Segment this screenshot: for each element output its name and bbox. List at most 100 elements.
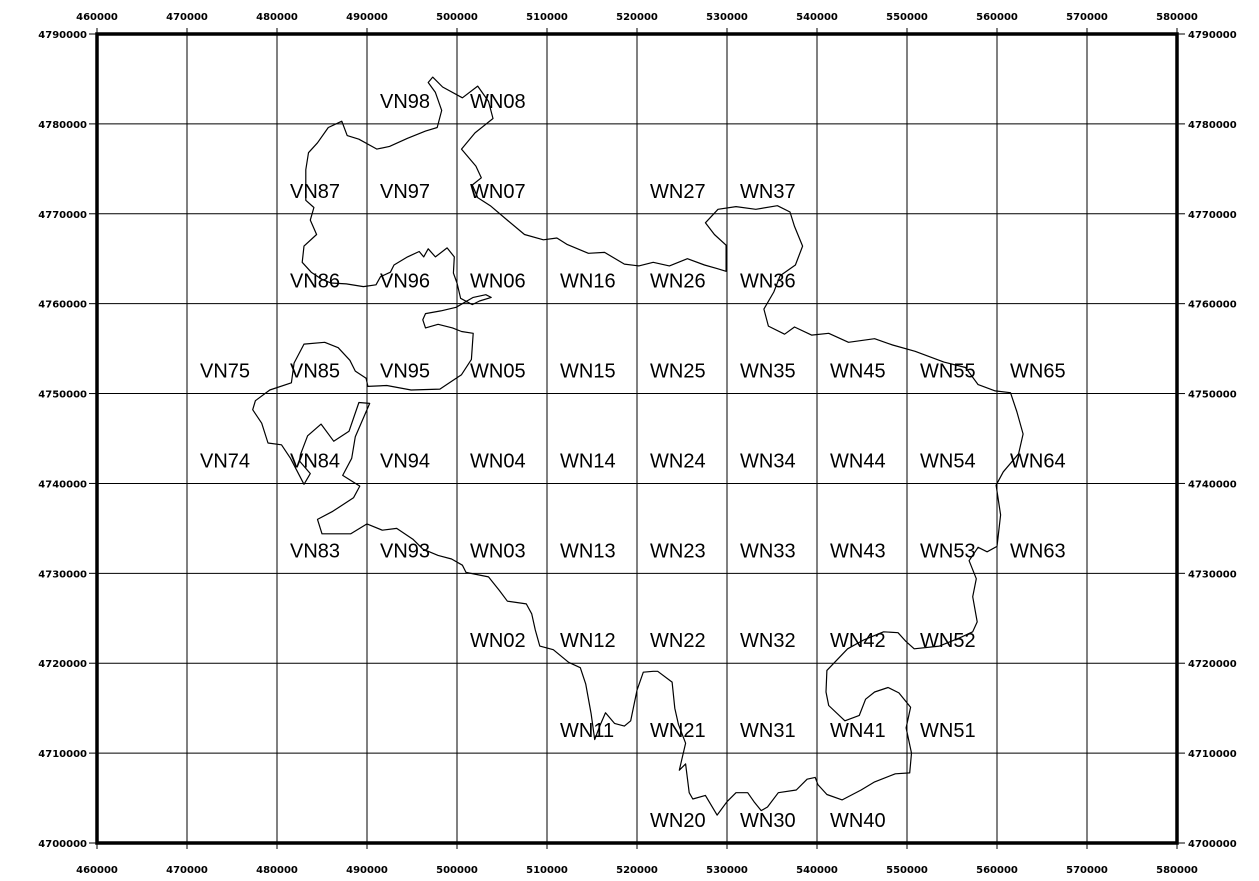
y-tick-label-right: 4740000 (1188, 479, 1237, 490)
grid-cell-label-wn52: WN52 (920, 630, 976, 652)
grid-cell-label-wn12: WN12 (560, 630, 616, 652)
x-tick-label-top: 500000 (436, 12, 478, 23)
y-tick-label-right: 4700000 (1188, 839, 1237, 850)
grid-cell-label-wn37: WN37 (740, 181, 796, 203)
grid-cell-label-vn94: VN94 (380, 450, 430, 472)
grid-cell-label-wn55: WN55 (920, 361, 976, 383)
grid-cell-label-wn05: WN05 (470, 361, 526, 383)
x-tick-label-top: 580000 (1156, 12, 1198, 23)
grid-cell-label-wn32: WN32 (740, 630, 796, 652)
x-tick-label-top: 480000 (256, 12, 298, 23)
y-tick-label-right: 4770000 (1188, 210, 1237, 221)
grid-cell-label-vn95: VN95 (380, 361, 430, 383)
grid-cell-label-wn16: WN16 (560, 271, 616, 293)
grid-lines (96, 33, 1178, 844)
y-tick-label-left: 4750000 (38, 390, 87, 401)
grid-cell-label-wn02: WN02 (470, 630, 526, 652)
grid-cell-label-wn43: WN43 (830, 540, 886, 562)
x-tick-label-top: 510000 (526, 12, 568, 23)
grid-cell-label-wn33: WN33 (740, 540, 796, 562)
y-tick-label-left: 4790000 (38, 30, 87, 41)
y-tick-label-right: 4710000 (1188, 749, 1237, 760)
grid-cell-label-vn74: VN74 (200, 450, 250, 472)
x-tick-label-bottom: 570000 (1066, 865, 1108, 876)
y-tick-label-left: 4780000 (38, 120, 87, 131)
grid-cell-label-wn21: WN21 (650, 720, 706, 742)
y-tick-label-left: 4760000 (38, 300, 87, 311)
grid-cell-label-wn36: WN36 (740, 271, 796, 293)
x-tick-label-top: 490000 (346, 12, 388, 23)
grid-cell-label-wn51: WN51 (920, 720, 976, 742)
x-tick-label-bottom: 560000 (976, 865, 1018, 876)
x-tick-label-top: 460000 (76, 12, 118, 23)
x-tick-label-top: 530000 (706, 12, 748, 23)
x-tick-label-top: 470000 (166, 12, 208, 23)
grid-cell-label-vn83: VN83 (290, 540, 340, 562)
y-tick-label-right: 4720000 (1188, 659, 1237, 670)
grid-cell-label-wn24: WN24 (650, 450, 706, 472)
axis-tick-labels: 460000 460000 470000 470000 480000 480000 4900… (38, 12, 1236, 876)
region-boundary-outline (252, 76, 1024, 816)
x-tick-label-bottom: 580000 (1156, 865, 1198, 876)
grid-cell-label-wn23: WN23 (650, 540, 706, 562)
grid-cell-label-wn53: WN53 (920, 540, 976, 562)
x-tick-label-bottom: 530000 (706, 865, 748, 876)
x-tick-label-bottom: 490000 (346, 865, 388, 876)
x-tick-label-top: 560000 (976, 12, 1018, 23)
y-tick-label-left: 4700000 (38, 839, 87, 850)
grid-cell-label-vn87: VN87 (290, 181, 340, 203)
grid-cell-label-vn75: VN75 (200, 361, 250, 383)
x-tick-label-bottom: 510000 (526, 865, 568, 876)
grid-cell-label-vn93: VN93 (380, 540, 430, 562)
grid-cell-label-wn15: WN15 (560, 361, 616, 383)
grid-cell-label-vn96: VN96 (380, 271, 430, 293)
x-tick-label-bottom: 460000 (76, 865, 118, 876)
y-tick-label-right: 4760000 (1188, 300, 1237, 311)
y-tick-label-left: 4740000 (38, 479, 87, 490)
y-tick-label-right: 4780000 (1188, 120, 1237, 131)
grid-cell-label-wn04: WN04 (470, 450, 526, 472)
grid-cell-label-wn07: WN07 (470, 181, 526, 203)
grid-cell-label-wn30: WN30 (740, 810, 796, 832)
y-tick-label-left: 4710000 (38, 749, 87, 760)
y-tick-label-left: 4730000 (38, 569, 87, 580)
grid-cell-label-wn14: WN14 (560, 450, 616, 472)
y-tick-label-left: 4770000 (38, 210, 87, 221)
grid-cell-label-wn45: WN45 (830, 361, 886, 383)
y-tick-label-left: 4720000 (38, 659, 87, 670)
y-tick-label-right: 4790000 (1188, 30, 1237, 41)
x-tick-label-bottom: 540000 (796, 865, 838, 876)
grid-cell-label-wn35: WN35 (740, 361, 796, 383)
y-tick-label-right: 4730000 (1188, 569, 1237, 580)
grid-cell-label-wn64: WN64 (1010, 450, 1066, 472)
grid-cell-label-wn13: WN13 (560, 540, 616, 562)
grid-cell-label-wn26: WN26 (650, 271, 706, 293)
x-tick-label-bottom: 480000 (256, 865, 298, 876)
grid-cell-label-vn98: VN98 (380, 91, 430, 113)
grid-cell-label-wn42: WN42 (830, 630, 886, 652)
grid-cell-labels: VN98 WN08 VN87 VN97 WN07 WN27 WN37 VN86 VN96 WN06… (200, 91, 1066, 832)
grid-cell-label-wn03: WN03 (470, 540, 526, 562)
x-tick-label-top: 540000 (796, 12, 838, 23)
grid-cell-label-wn34: WN34 (740, 450, 796, 472)
x-tick-label-bottom: 500000 (436, 865, 478, 876)
grid-cell-label-wn44: WN44 (830, 450, 886, 472)
grid-cell-label-wn11: WN11 (560, 720, 614, 742)
grid-cell-label-wn31: WN31 (740, 720, 796, 742)
grid-cell-label-wn41: WN41 (830, 720, 886, 742)
y-tick-label-right: 4750000 (1188, 390, 1237, 401)
grid-cell-label-wn40: WN40 (830, 810, 886, 832)
grid-cell-label-vn85: VN85 (290, 361, 340, 383)
x-tick-label-bottom: 520000 (616, 865, 658, 876)
grid-cell-label-wn54: WN54 (920, 450, 976, 472)
x-tick-label-top: 520000 (616, 12, 658, 23)
x-tick-label-top: 570000 (1066, 12, 1108, 23)
x-tick-label-bottom: 470000 (166, 865, 208, 876)
grid-cell-label-wn20: WN20 (650, 810, 706, 832)
grid-cell-label-vn97: VN97 (380, 181, 430, 203)
boundary-layer (252, 76, 1024, 816)
grid-cell-label-wn63: WN63 (1010, 540, 1066, 562)
grid-cell-label-wn65: WN65 (1010, 361, 1066, 383)
x-tick-label-bottom: 550000 (886, 865, 928, 876)
